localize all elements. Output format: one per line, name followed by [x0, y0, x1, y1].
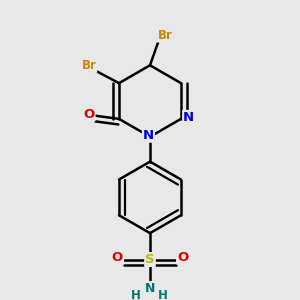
- Text: Br: Br: [82, 59, 96, 72]
- Text: O: O: [112, 250, 123, 264]
- Text: N: N: [183, 111, 194, 124]
- Text: H: H: [131, 289, 141, 300]
- Text: N: N: [145, 282, 155, 295]
- Text: O: O: [177, 250, 188, 264]
- Text: N: N: [143, 129, 154, 142]
- Text: Br: Br: [158, 28, 172, 42]
- Text: O: O: [83, 108, 94, 121]
- Text: H: H: [158, 289, 167, 300]
- Text: S: S: [145, 253, 155, 266]
